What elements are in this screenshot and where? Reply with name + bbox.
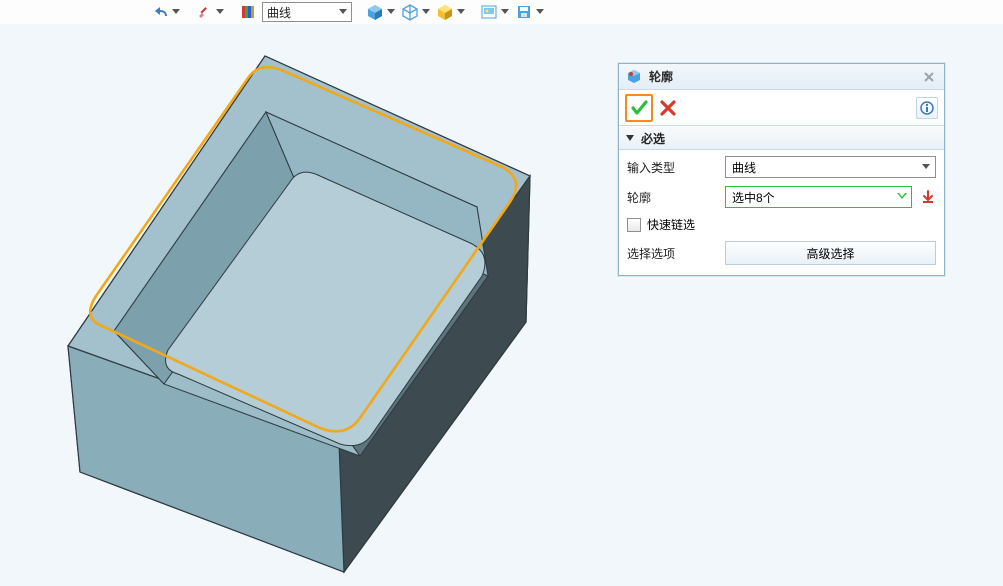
cube-solid-dropdown[interactable]	[386, 2, 396, 22]
contour-selection-combo[interactable]: 选中8个	[725, 186, 912, 208]
quick-chain-checkbox[interactable]	[627, 218, 641, 232]
cube-shaded-icon[interactable]	[435, 2, 455, 22]
section-required-header[interactable]: 必选	[619, 126, 944, 150]
panel-titlebar[interactable]: 轮廓	[619, 64, 944, 90]
advanced-select-label: 高级选择	[806, 245, 854, 262]
cube-wire-icon[interactable]	[400, 2, 420, 22]
contour-label: 轮廓	[627, 189, 717, 206]
brush-icon[interactable]	[194, 2, 214, 22]
quick-chain-row[interactable]: 快速链选	[627, 216, 936, 233]
section-required-body: 输入类型 曲线 轮廓 选中8个 快速链选 选择选项 高级选择	[619, 150, 944, 275]
top-toolbar: 曲线	[0, 0, 1003, 24]
undo-icon[interactable]	[150, 2, 170, 22]
save-dropdown[interactable]	[535, 2, 545, 22]
section-title: 必选	[641, 130, 665, 147]
collapse-triangle-icon	[625, 133, 635, 143]
input-type-label: 输入类型	[627, 159, 717, 176]
palette-icon[interactable]	[238, 2, 258, 22]
select-options-label: 选择选项	[627, 245, 717, 262]
cube-shaded-dropdown[interactable]	[456, 2, 466, 22]
undo-dropdown[interactable]	[171, 2, 181, 22]
input-type-dropdown[interactable]	[917, 157, 935, 177]
toolbar-combo-text: 曲线	[263, 4, 335, 21]
panel-action-bar	[619, 90, 944, 126]
save-icon[interactable]	[514, 2, 534, 22]
ok-button[interactable]	[625, 94, 653, 122]
snapshot-icon[interactable]	[479, 2, 499, 22]
cancel-button[interactable]	[654, 94, 682, 122]
contour-selection-dropdown[interactable]	[893, 187, 911, 207]
panel-title-text: 轮廓	[649, 68, 920, 85]
pick-from-model-icon[interactable]	[920, 189, 936, 205]
toolbar-display-mode-combo[interactable]: 曲线	[262, 2, 352, 22]
quick-chain-label: 快速链选	[647, 216, 695, 233]
panel-close-button[interactable]	[920, 68, 938, 86]
info-button[interactable]	[916, 97, 938, 119]
contour-panel: 轮廓 必选 输入类型 曲线 轮廓 选中8个	[618, 63, 945, 276]
cube-wire-dropdown[interactable]	[421, 2, 431, 22]
input-type-value: 曲线	[726, 159, 917, 176]
panel-title-icon	[625, 68, 643, 86]
snapshot-dropdown[interactable]	[500, 2, 510, 22]
advanced-select-button[interactable]: 高级选择	[725, 241, 936, 265]
input-type-combo[interactable]: 曲线	[725, 156, 936, 178]
toolbar-combo-dropdown[interactable]	[335, 3, 351, 21]
cube-solid-icon[interactable]	[365, 2, 385, 22]
contour-selection-value: 选中8个	[726, 189, 893, 206]
brush-dropdown[interactable]	[215, 2, 225, 22]
